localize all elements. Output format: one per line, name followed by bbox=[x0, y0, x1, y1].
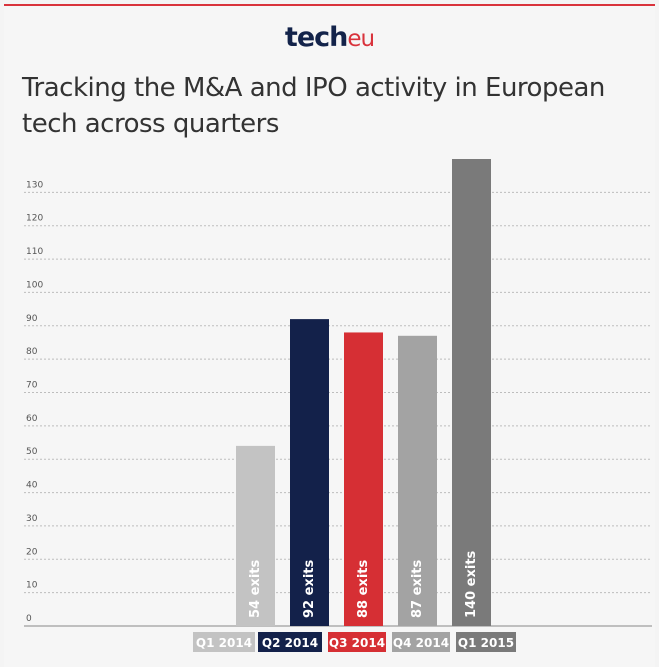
legend-swatch bbox=[456, 632, 516, 652]
y-tick-label: 100 bbox=[26, 280, 43, 290]
legend-item-label: Q1 2015 bbox=[458, 636, 514, 650]
bar-data-label: 87 exits bbox=[410, 560, 425, 618]
bar-data-label: 88 exits bbox=[356, 560, 371, 618]
legend-item-label: Q2 2014 bbox=[262, 636, 318, 650]
bar-data-label: 54 exits bbox=[248, 560, 263, 618]
y-tick-label: 120 bbox=[26, 214, 43, 224]
bar-data-label: 140 exits bbox=[464, 550, 479, 618]
legend-item-label: Q1 2014 bbox=[196, 636, 252, 650]
y-tick-label: 30 bbox=[26, 514, 38, 524]
y-tick-label: 70 bbox=[26, 381, 38, 391]
bar bbox=[452, 159, 491, 626]
chart-title: Tracking the M&A and IPO activity in Eur… bbox=[22, 73, 605, 139]
y-tick-label: 10 bbox=[26, 581, 38, 591]
y-tick-label: 90 bbox=[26, 314, 38, 324]
legend-swatch bbox=[193, 632, 255, 652]
logo-text-tech: tech bbox=[284, 22, 348, 53]
techeu-logo: techeu bbox=[0, 22, 659, 53]
legend-item-label: Q4 2014 bbox=[393, 636, 449, 650]
logo-text-eu: eu bbox=[347, 26, 375, 52]
bar bbox=[290, 319, 329, 626]
legend-swatch bbox=[258, 632, 322, 652]
y-tick-label: 50 bbox=[26, 447, 38, 457]
y-tick-label: 0 bbox=[26, 614, 32, 624]
legend-item-label: Q3 2014 bbox=[329, 636, 385, 650]
legend-swatch bbox=[328, 632, 386, 652]
bar bbox=[236, 445, 275, 626]
y-tick-label: 80 bbox=[26, 347, 38, 357]
y-tick-label: 40 bbox=[26, 481, 38, 491]
bar bbox=[344, 332, 383, 626]
y-tick-label: 20 bbox=[26, 547, 38, 557]
legend-swatch bbox=[392, 632, 450, 652]
y-tick-label: 110 bbox=[26, 247, 43, 257]
y-tick-label: 130 bbox=[26, 180, 43, 190]
bar-data-label: 92 exits bbox=[302, 560, 317, 618]
chart-frame bbox=[4, 4, 655, 667]
bar bbox=[398, 335, 437, 626]
y-tick-label: 60 bbox=[26, 414, 38, 424]
